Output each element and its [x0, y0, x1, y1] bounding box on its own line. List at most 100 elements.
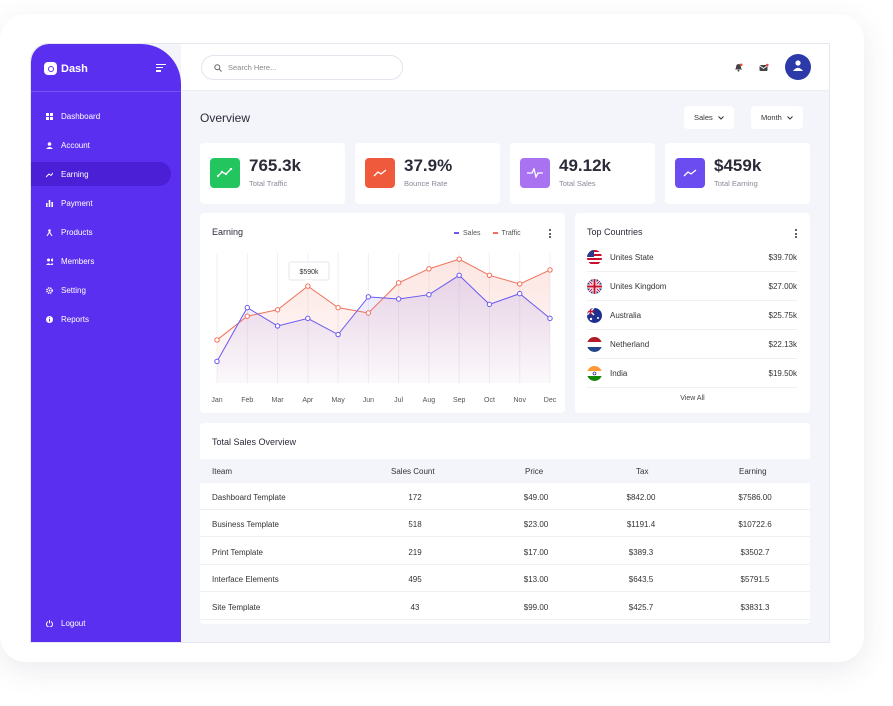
avatar[interactable]: [785, 54, 811, 80]
table-cell: $7586.00: [738, 493, 772, 502]
table-cell: $5791.5: [740, 575, 770, 585]
menu-toggle-icon[interactable]: [156, 64, 166, 72]
chevron-down-icon: [717, 113, 724, 122]
data-point-sales[interactable]: [244, 304, 250, 311]
data-point-sales[interactable]: [274, 323, 281, 329]
data-point-traffic[interactable]: [335, 304, 341, 311]
search-icon: [214, 59, 222, 77]
sidebar-divider: [31, 91, 181, 92]
view-all-link[interactable]: View All: [680, 395, 705, 402]
data-point-sales[interactable]: [395, 296, 402, 302]
x-tick-label: Feb: [241, 397, 253, 404]
data-point-traffic[interactable]: [486, 272, 493, 279]
mail-icon[interactable]: [759, 63, 769, 72]
sidebar-item-payment[interactable]: Payment: [31, 191, 181, 215]
list-item[interactable]: India $19.50k: [587, 359, 797, 388]
earning-chart-card: Earning Sales Traffic Jan Feb Mar Apr May Jun: [200, 213, 565, 413]
table-cell: $643.5: [628, 575, 654, 585]
table-row[interactable]: Business Template 518 $23.00 $1191.4 $10722.…: [200, 510, 810, 538]
more-options-icon[interactable]: [795, 229, 798, 238]
x-tick-label: Jul: [394, 397, 403, 404]
list-item[interactable]: Unites State $39.70k: [587, 243, 797, 272]
country-value: $19.50k: [768, 368, 797, 378]
data-point-sales[interactable]: [214, 358, 220, 365]
x-tick-label: Jan: [211, 397, 222, 404]
sales-filter-dropdown[interactable]: Sales: [684, 106, 734, 129]
list-item[interactable]: Unites Kingdom $27.00k: [587, 272, 797, 301]
user-icon: [46, 141, 53, 149]
data-point-sales[interactable]: [547, 315, 553, 322]
data-point-sales[interactable]: [486, 301, 493, 308]
table-cell: $99.00: [523, 602, 549, 612]
data-point-traffic[interactable]: [274, 307, 281, 313]
nl-flag-icon: [587, 336, 602, 352]
data-point-sales[interactable]: [426, 291, 432, 298]
sidebar-item-reports[interactable]: Reports: [31, 307, 181, 331]
x-tick-label: Nov: [514, 397, 527, 404]
stat-value: 37.9%: [404, 156, 453, 175]
list-item[interactable]: Australia $25.75k: [587, 301, 797, 330]
table-row[interactable]: Site Template 43 $99.00 $425.7 $3831.3: [200, 593, 810, 620]
data-point-traffic[interactable]: [517, 281, 523, 287]
column-header: Iteam: [212, 467, 233, 476]
table-cell: $13.00: [523, 575, 549, 585]
data-point-traffic[interactable]: [426, 266, 432, 272]
sidebar-item-label: Reports: [61, 314, 90, 324]
data-point-sales[interactable]: [305, 315, 311, 322]
table-cell: $10722.6: [738, 520, 772, 530]
filter-label: Month: [761, 113, 782, 122]
table-cell: Business Template: [212, 520, 279, 530]
data-point-traffic[interactable]: [365, 310, 372, 316]
x-tick-label: Aug: [423, 397, 436, 404]
search-input[interactable]: [228, 63, 388, 72]
sidebar-item-dashboard[interactable]: Dashboard: [31, 104, 181, 128]
logo[interactable]: Dash: [44, 62, 88, 75]
more-options-icon[interactable]: [549, 229, 552, 238]
stat-value: $459k: [714, 156, 762, 175]
table-row[interactable]: Interface Elements 495 $13.00 $643.5 $5791.5: [200, 565, 810, 593]
sidebar-nav: Dashboard Account Earning Payment Produc…: [31, 104, 181, 336]
gear-icon: [46, 286, 53, 294]
table-cell: $842.00: [626, 493, 656, 502]
table-cell: $425.7: [628, 602, 654, 612]
uk-flag-icon: [587, 278, 602, 294]
stat-card-bounce: 37.9% Bounce Rate: [355, 143, 500, 204]
list-item[interactable]: Netherland $22.13k: [587, 330, 797, 359]
data-point-traffic[interactable]: [456, 256, 462, 262]
table-row[interactable]: Dashboard Template 172 $49.00 $842.00 $7586.…: [200, 483, 810, 510]
data-point-sales[interactable]: [517, 290, 523, 297]
x-tick-label: Oct: [484, 397, 495, 404]
x-tick-label: Sep: [453, 397, 466, 404]
sidebar-item-setting[interactable]: Setting: [31, 278, 181, 302]
sidebar-item-earning[interactable]: Earning: [31, 162, 171, 186]
logo-icon: [44, 62, 57, 75]
month-filter-dropdown[interactable]: Month: [751, 106, 803, 129]
country-value: $39.70k: [768, 252, 797, 262]
table-cell: 43: [410, 602, 420, 612]
card-title: Top Countries: [587, 227, 643, 237]
data-point-sales[interactable]: [335, 331, 341, 338]
bell-icon[interactable]: [733, 63, 743, 72]
data-point-sales[interactable]: [456, 272, 462, 279]
column-header: Earning: [739, 467, 767, 476]
data-point-traffic[interactable]: [305, 283, 311, 289]
grid-icon: [46, 112, 53, 120]
table-cell: 495: [408, 575, 422, 585]
table-row[interactable]: Print Template 219 $17.00 $389.3 $3502.7: [200, 538, 810, 565]
data-point-traffic[interactable]: [244, 313, 250, 319]
bar-chart-icon: [46, 199, 53, 207]
table-cell: $3831.3: [740, 602, 770, 612]
sidebar-item-account[interactable]: Account: [31, 133, 181, 157]
data-point-traffic[interactable]: [395, 280, 402, 286]
top-countries-card: Top Countries Unites State $39.70k Unite…: [575, 213, 810, 413]
data-point-traffic[interactable]: [547, 267, 553, 273]
stat-label: Total Sales: [559, 179, 596, 188]
logout-button[interactable]: Logout: [46, 619, 85, 628]
sidebar-item-members[interactable]: Members: [31, 249, 181, 273]
table-cell: Site Template: [212, 602, 261, 612]
data-point-traffic[interactable]: [214, 337, 220, 343]
page-title: Overview: [200, 111, 251, 125]
data-point-sales[interactable]: [365, 294, 372, 300]
table-cell: $389.3: [628, 547, 654, 557]
sidebar-item-products[interactable]: Products: [31, 220, 181, 244]
